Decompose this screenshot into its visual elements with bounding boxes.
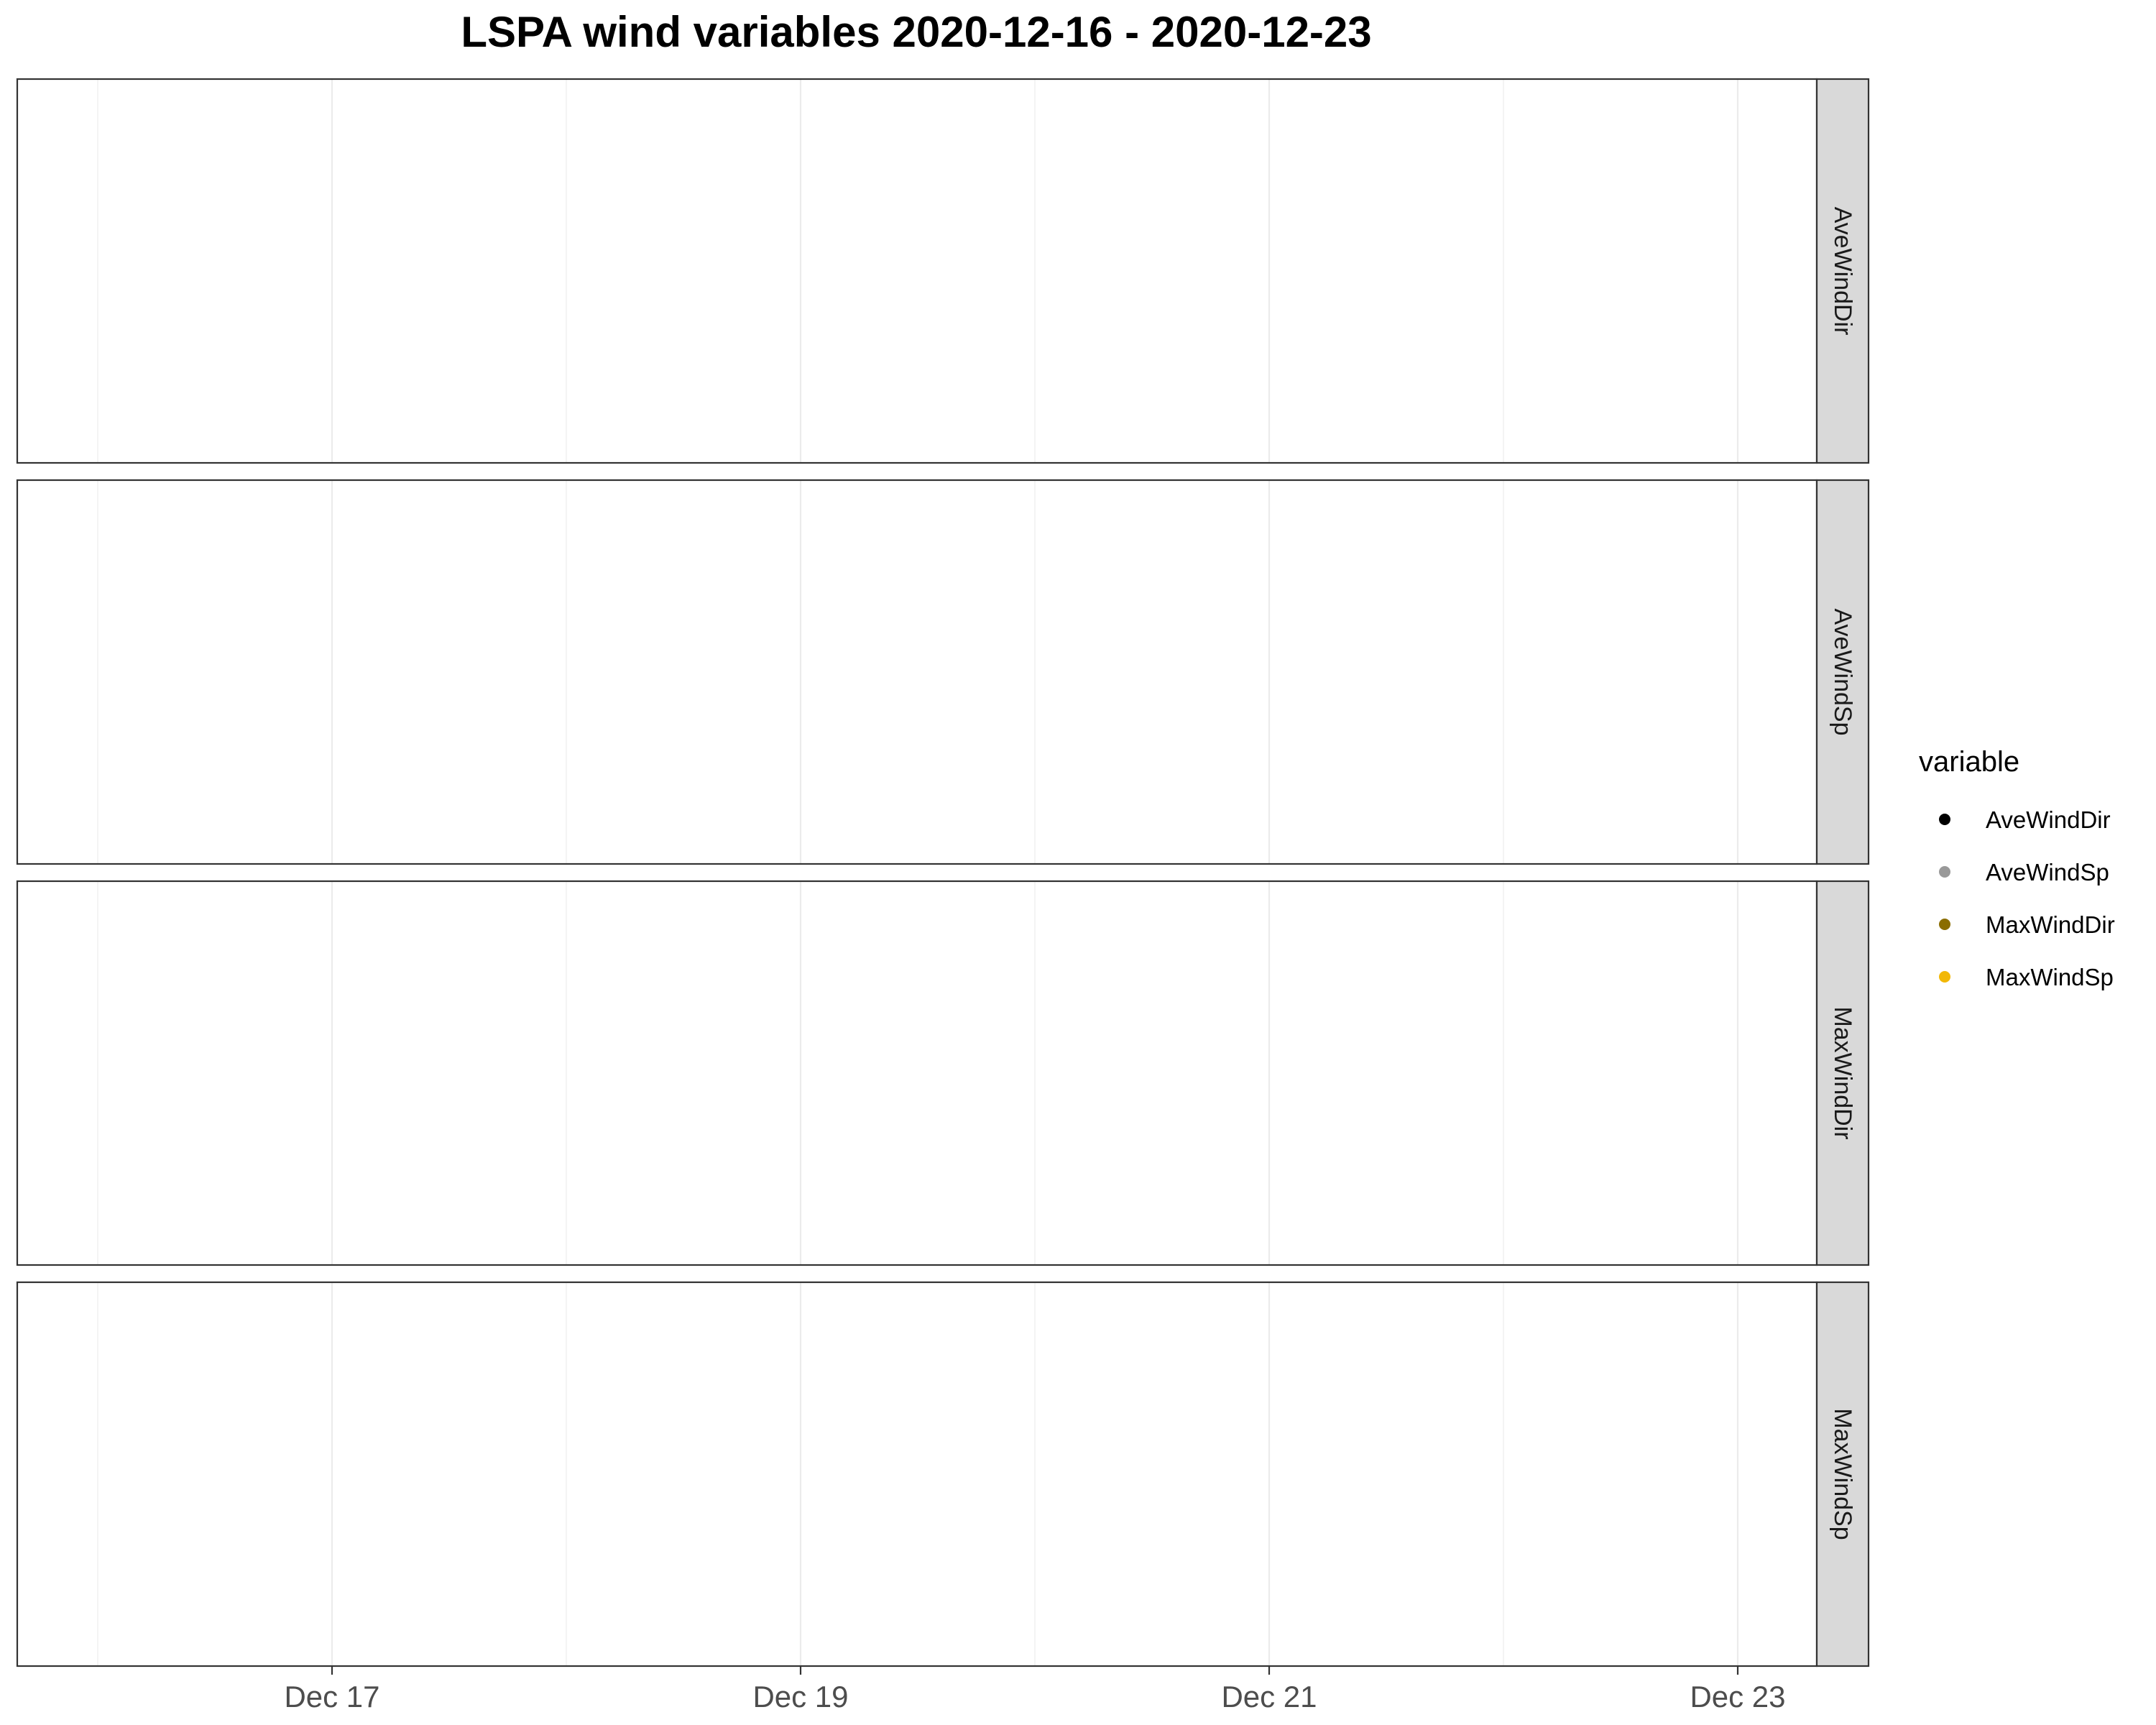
facet-panel-maxwinddir: MaxWindDir — [16, 880, 1870, 1266]
panel-background — [17, 79, 1817, 463]
facet-strip-label: AveWindDir — [1829, 207, 1856, 336]
x-axis: Dec 17 Dec 19 Dec 21 Dec 23 — [284, 1666, 1786, 1714]
legend-entries: AveWindDir AveWindSp MaxWindDir MaxWindSp — [1939, 806, 2115, 990]
legend-entry-avewindsp: AveWindSp — [1939, 859, 2109, 886]
legend-title: variable — [1919, 746, 2019, 778]
legend-entry-avewinddir: AveWindDir — [1939, 806, 2111, 833]
panel-background — [17, 1282, 1817, 1666]
legend-label: AveWindSp — [1986, 859, 2109, 886]
x-tick-label: Dec 19 — [752, 1680, 848, 1714]
facet-panels: AveWindDir AveWindSp MaxWindDir MaxWindSp — [16, 78, 1870, 1668]
panel-background — [17, 881, 1817, 1265]
facet-panel-maxwindsp: MaxWindSp — [16, 1281, 1870, 1668]
facet-strip — [1815, 479, 1870, 865]
x-tick-label: Dec 23 — [1690, 1680, 1785, 1714]
facet-strip-label: MaxWindDir — [1829, 1006, 1856, 1139]
legend-label: AveWindDir — [1986, 806, 2111, 833]
facet-panel-avewinddir: AveWindDir — [16, 78, 1870, 464]
legend-entry-maxwinddir: MaxWindDir — [1939, 911, 2115, 938]
chart-title: LSPA wind variables 2020-12-16 - 2020-12… — [461, 8, 1371, 56]
legend-key — [1939, 919, 1950, 930]
legend-key — [1939, 971, 1950, 983]
x-tick-label: Dec 21 — [1221, 1680, 1317, 1714]
legend-key — [1939, 866, 1950, 878]
legend-entry-maxwindsp: MaxWindSp — [1939, 964, 2114, 990]
panel-background — [17, 480, 1817, 864]
facet-strip-label: AveWindSp — [1829, 608, 1856, 735]
legend-label: MaxWindDir — [1986, 911, 2115, 938]
legend-key — [1939, 814, 1950, 825]
legend-label: MaxWindSp — [1986, 964, 2114, 990]
facet-strip-label: MaxWindSp — [1829, 1408, 1856, 1540]
x-tick-label: Dec 17 — [284, 1680, 379, 1714]
facet-strip — [1815, 880, 1870, 1266]
facet-panel-avewindsp: AveWindSp — [16, 479, 1870, 865]
facet-strip — [1815, 1281, 1870, 1668]
facet-strip — [1815, 78, 1870, 464]
legend: variable AveWindDir AveWindSp MaxWindDir Ma… — [1919, 746, 2115, 990]
